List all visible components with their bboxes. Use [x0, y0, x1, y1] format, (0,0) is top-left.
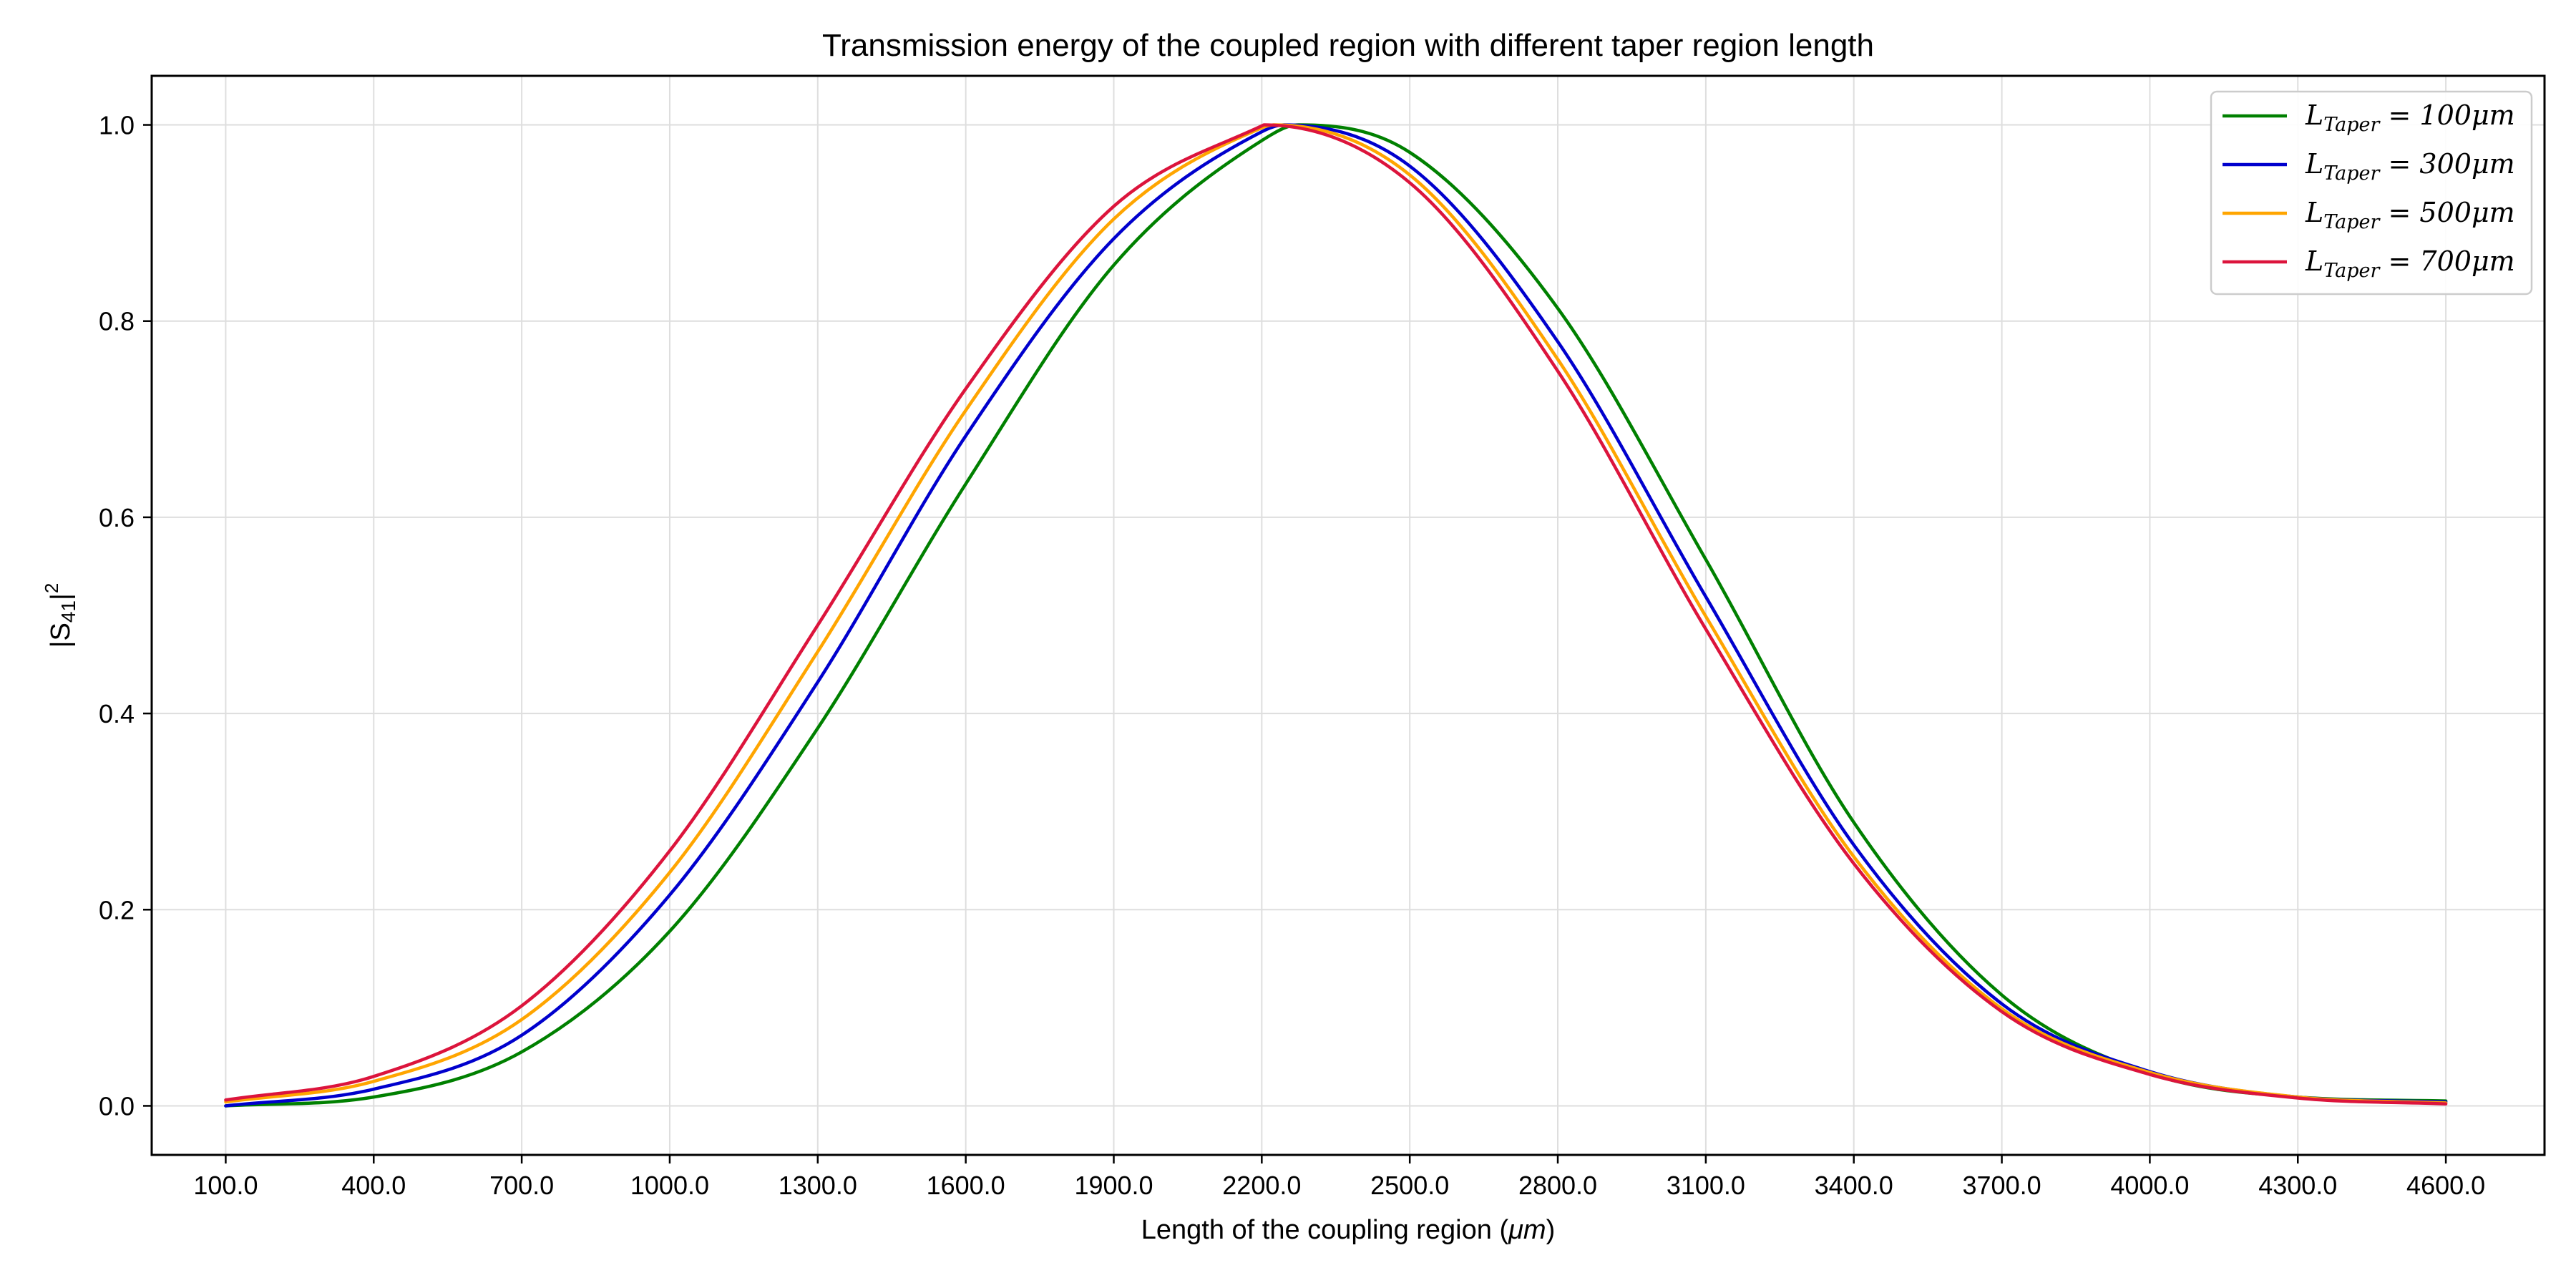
- x-tick-label: 1900.0: [1074, 1171, 1153, 1200]
- x-tick-label: 3400.0: [1815, 1171, 1893, 1200]
- x-tick-label: 4600.0: [2406, 1171, 2485, 1200]
- x-tick-label: 2200.0: [1222, 1171, 1301, 1200]
- y-tick-label: 0.8: [99, 307, 135, 336]
- x-axis-label: Length of the coupling region (μm): [1141, 1215, 1556, 1245]
- series-line-4: [224, 123, 2448, 1106]
- legend-box: [2210, 90, 2533, 296]
- x-tick-label: 3700.0: [1963, 1171, 2041, 1200]
- x-tick-label: 400.0: [341, 1171, 406, 1200]
- x-tick-label: 1000.0: [630, 1171, 709, 1200]
- chart-title: Transmission energy of the coupled regio…: [822, 28, 1874, 63]
- plot-area-frame: [150, 74, 2546, 1156]
- x-tick-label: 4300.0: [2258, 1171, 2337, 1200]
- legend-label-3: LTaper = 500μm: [2305, 197, 2515, 233]
- legend-label-1: LTaper = 100μm: [2305, 99, 2515, 136]
- x-tick-label: 700.0: [489, 1171, 554, 1200]
- legend: LTaper = 100μm LTaper = 300μm LTaper = 500…: [2210, 90, 2533, 296]
- y-tick-label: 0.0: [99, 1091, 135, 1121]
- y-tick-label: 0.6: [99, 503, 135, 532]
- x-tick-label: 2800.0: [1518, 1171, 1597, 1200]
- series-layer: [224, 123, 2448, 1108]
- x-tick-label: 3100.0: [1667, 1171, 1745, 1200]
- tick-layer: 100.0 400.0 700.0 1000.0 1300.0 1600.0 1900.0 2…: [99, 111, 2485, 1200]
- x-tick-label: 100.0: [193, 1171, 258, 1200]
- legend-items: LTaper = 100μm LTaper = 300μm LTaper = 500…: [2223, 99, 2515, 282]
- x-tick-label: 2500.0: [1370, 1171, 1449, 1200]
- legend-label-2: LTaper = 300μm: [2305, 148, 2515, 185]
- x-tick-label: 1600.0: [927, 1171, 1005, 1200]
- legend-label-4: LTaper = 700μm: [2305, 245, 2515, 282]
- y-tick-label: 0.4: [99, 699, 135, 728]
- y-tick-label: 0.2: [99, 895, 135, 924]
- series-line-1: [224, 123, 2448, 1108]
- x-tick-label: 1300.0: [779, 1171, 857, 1200]
- y-axis-label: |S41|2: [41, 583, 79, 648]
- x-tick-label: 4000.0: [2110, 1171, 2189, 1200]
- y-tick-label: 1.0: [99, 111, 135, 140]
